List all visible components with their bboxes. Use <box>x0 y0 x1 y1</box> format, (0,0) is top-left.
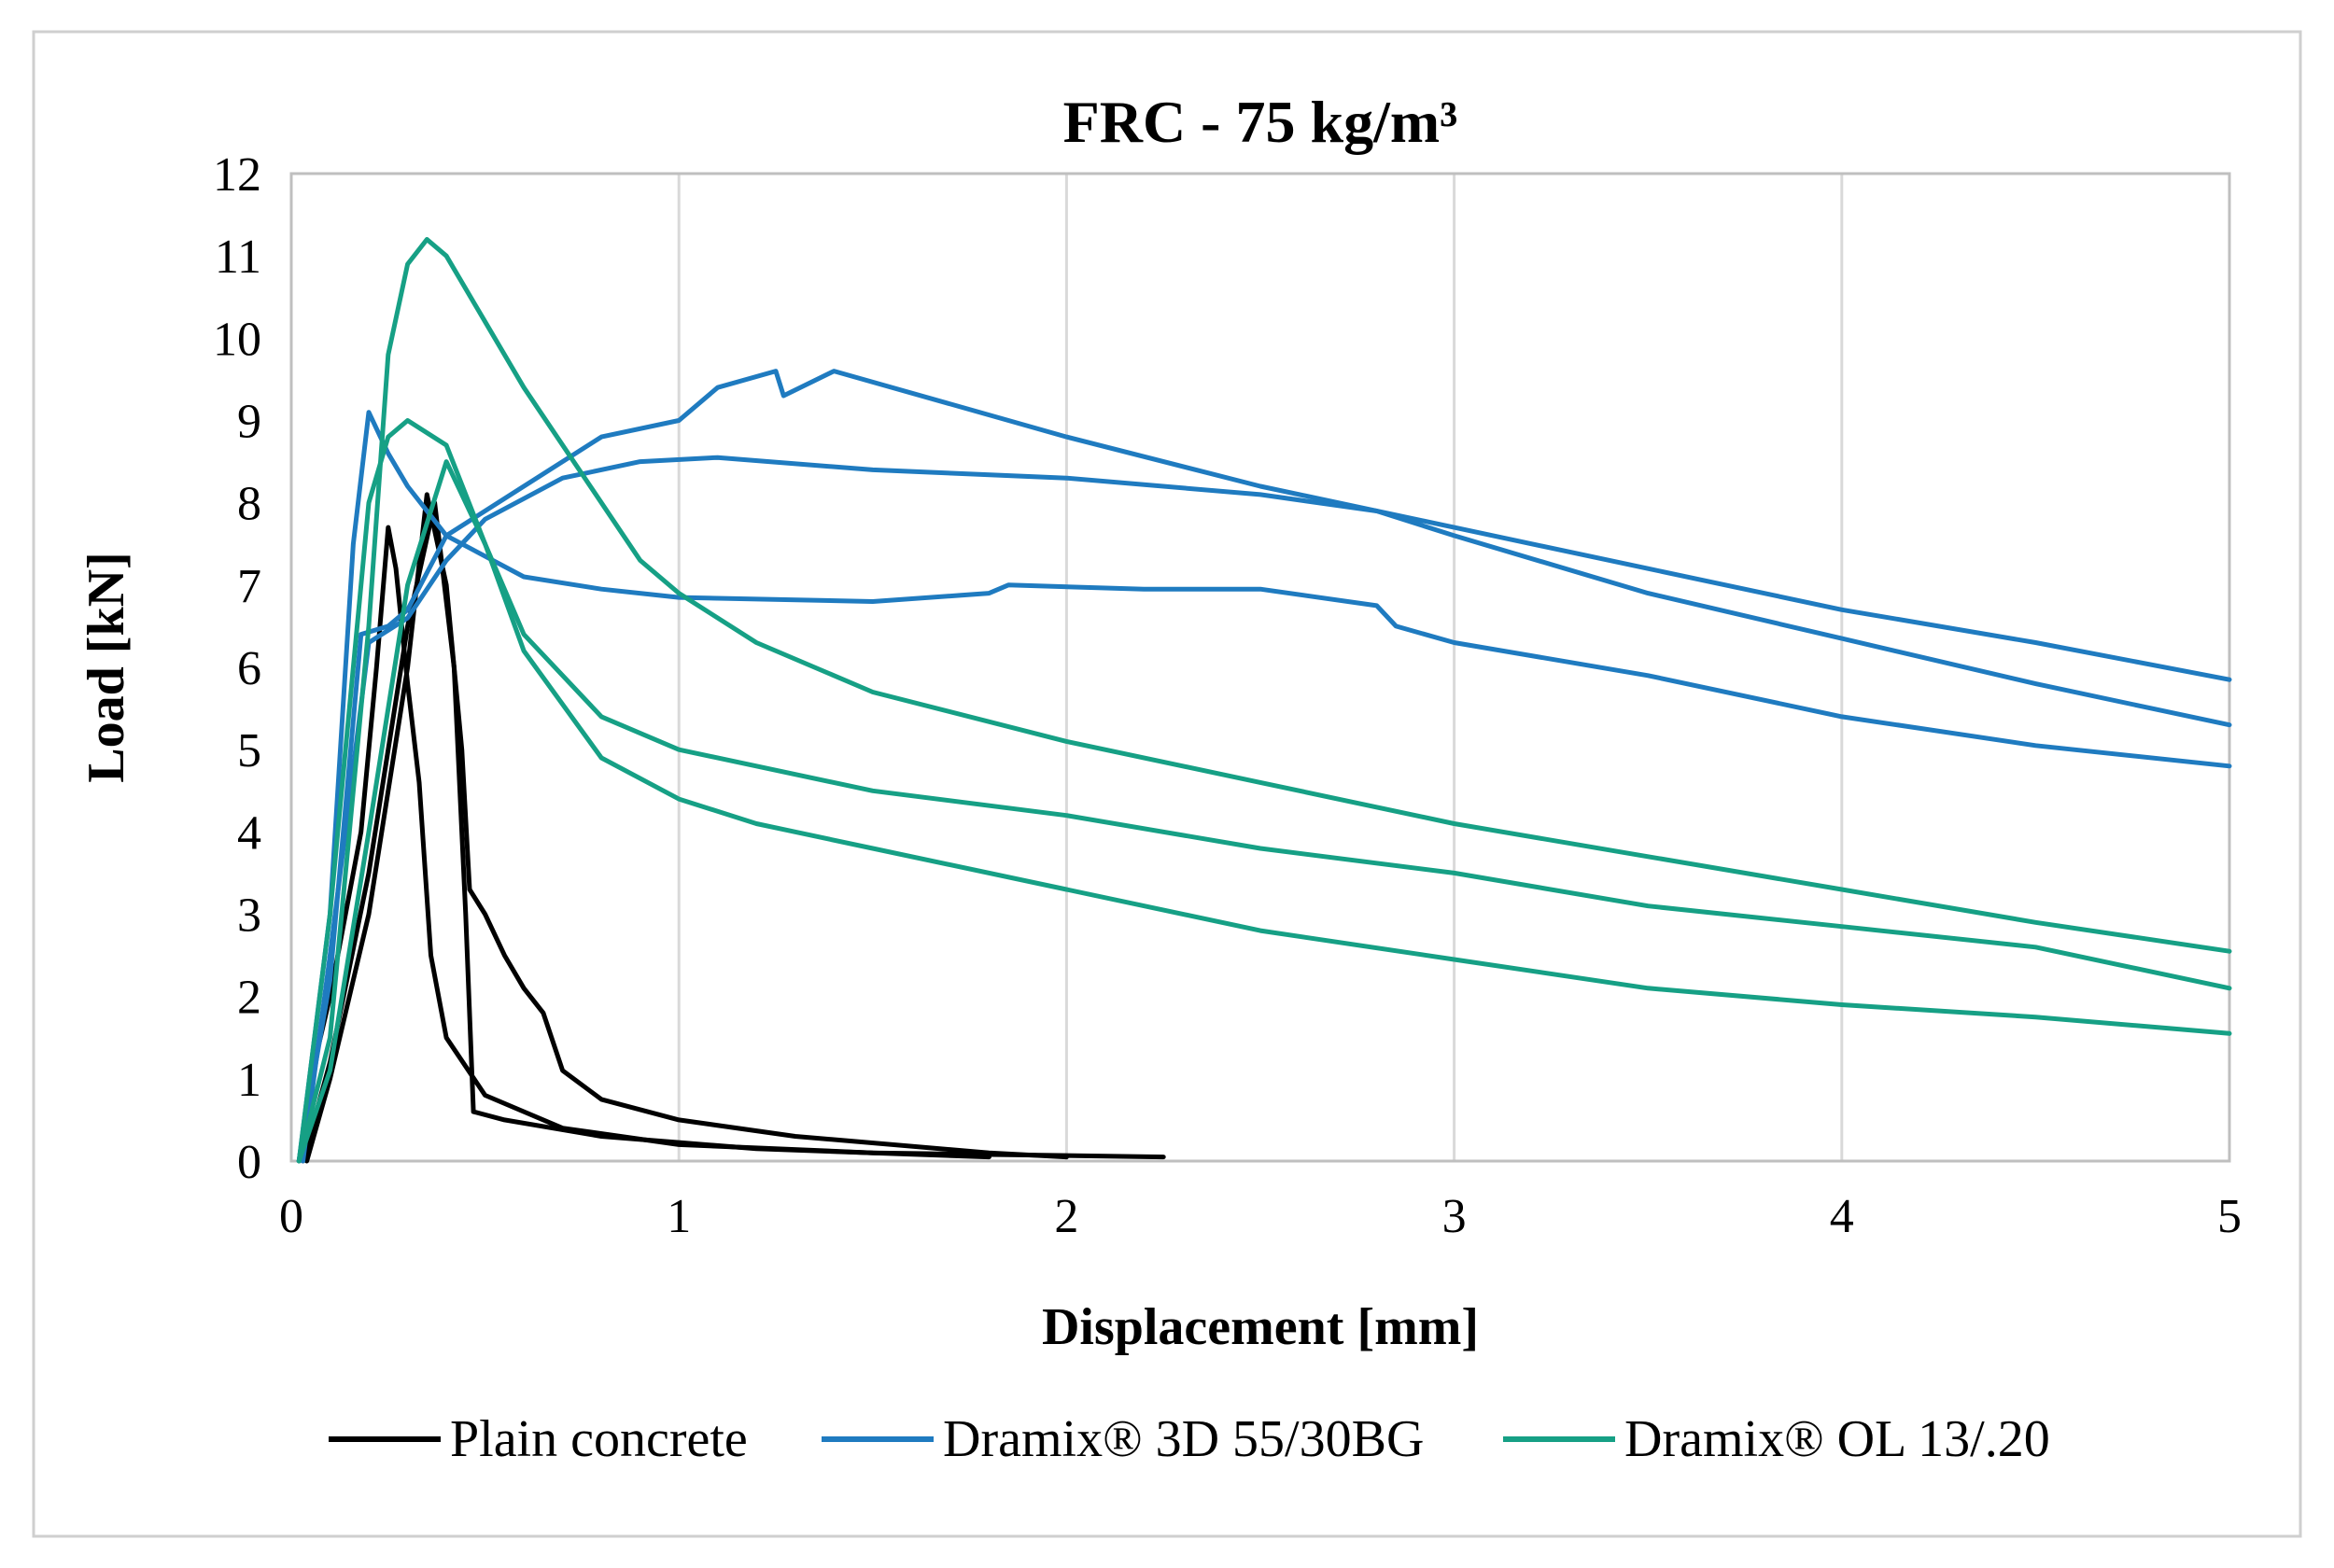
chart-title: FRC - 75 kg/m³ <box>1063 89 1458 155</box>
series-line-2 <box>304 492 1069 1164</box>
y-tick-label: 4 <box>237 806 261 860</box>
series-line-7 <box>296 418 2232 1164</box>
y-tick-label: 0 <box>237 1136 261 1189</box>
y-tick-label: 8 <box>237 478 261 531</box>
x-tick-label: 2 <box>1054 1190 1078 1243</box>
legend: Plain concrete Dramix® 3D 55/30BG Dramix® … <box>329 1410 2050 1468</box>
series-line-3 <box>301 500 991 1164</box>
y-tick-label: 10 <box>213 313 261 366</box>
x-tick-label: 1 <box>667 1190 691 1243</box>
legend-label: Dramix® OL 13/.20 <box>1624 1410 2050 1468</box>
y-tick-label: 5 <box>237 724 261 777</box>
y-tick-label: 3 <box>237 889 261 943</box>
x-tick-label: 4 <box>1830 1190 1854 1243</box>
y-tick-label: 7 <box>237 560 261 613</box>
y-tick-label: 11 <box>215 231 261 284</box>
y-tick-label: 1 <box>237 1054 261 1107</box>
grid <box>677 174 1844 1161</box>
x-tick-label: 5 <box>2217 1190 2242 1243</box>
y-tick-label: 12 <box>213 148 261 202</box>
plot-area <box>289 172 2231 1163</box>
series-line-9 <box>296 459 2232 1164</box>
y-axis-label: Load [kN] <box>77 552 135 782</box>
legend-label: Dramix® 3D 55/30BG <box>943 1410 1424 1468</box>
series-line-8 <box>296 237 2232 1164</box>
legend-label: Plain concrete <box>450 1410 748 1468</box>
x-axis-label: Displacement [mm] <box>1042 1298 1479 1356</box>
x-tick-label: 3 <box>1442 1190 1467 1243</box>
y-tick-label: 9 <box>237 396 261 449</box>
y-tick-label: 6 <box>237 642 261 695</box>
series-group <box>296 237 2232 1164</box>
series-line-4 <box>296 410 2232 1164</box>
y-tick-label: 2 <box>237 972 261 1025</box>
x-tick-label: 0 <box>279 1190 303 1243</box>
series-line-6 <box>296 369 2232 1164</box>
chart-frame <box>32 30 2302 1538</box>
